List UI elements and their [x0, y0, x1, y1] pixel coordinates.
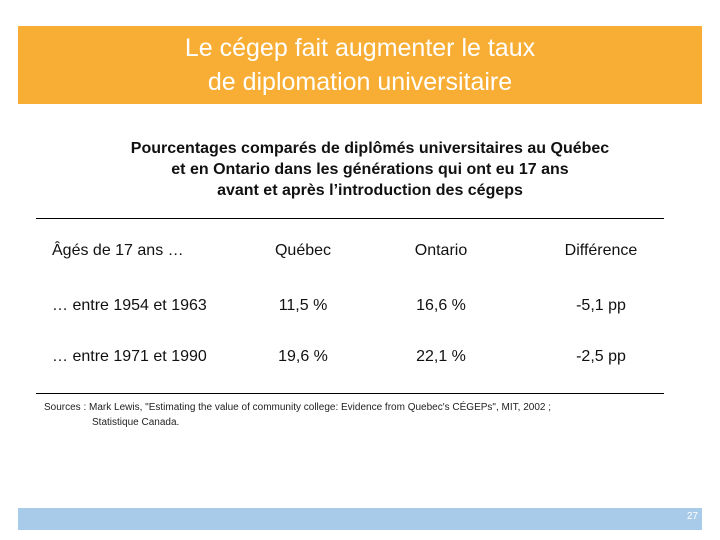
- subtitle: Pourcentages comparés de diplômés univer…: [130, 140, 610, 157]
- rule: [36, 393, 664, 394]
- table-cell: -5,1 pp: [576, 297, 626, 314]
- title: de diplomation universitaire: [207, 68, 513, 96]
- sources: Sources : Mark Lewis, "Estimating the va…: [44, 402, 551, 413]
- table-cell: 19,6 %: [278, 348, 328, 365]
- column-header: Québec: [274, 242, 332, 259]
- footer-bar: [18, 508, 702, 530]
- page-number: 27: [686, 511, 698, 522]
- table-cell: 11,5 %: [278, 297, 328, 314]
- subtitle: avant et après l’introduction des cégeps: [217, 182, 523, 199]
- title-banner: [18, 26, 702, 104]
- title: Le cégep fait augmenter le taux: [184, 34, 536, 62]
- column-header: Différence: [564, 242, 638, 259]
- table-cell: … entre 1954 et 1963: [52, 297, 207, 314]
- sources: Statistique Canada.: [92, 417, 180, 428]
- table-cell: … entre 1971 et 1990: [52, 348, 207, 365]
- table-cell: 16,6 %: [416, 297, 466, 314]
- column-header: Âgés de 17 ans …: [52, 242, 184, 259]
- table-cell: 22,1 %: [416, 348, 466, 365]
- column-header: Ontario: [414, 242, 468, 259]
- rule: [36, 218, 664, 219]
- table-cell: -2,5 pp: [576, 348, 626, 365]
- subtitle: et en Ontario dans les générations qui o…: [171, 161, 569, 178]
